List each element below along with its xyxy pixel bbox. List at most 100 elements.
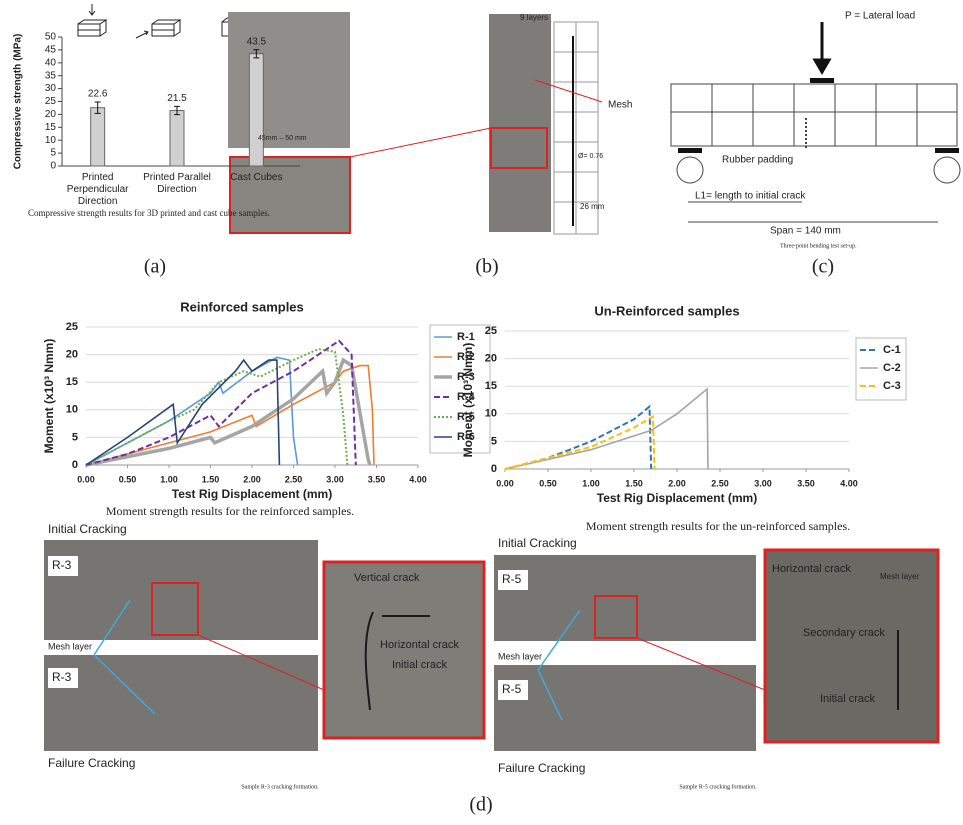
value-label: 43.5 [247,36,267,47]
line-series [86,349,347,465]
y-axis-label: Moment (x10³ Nmm) [42,339,56,454]
y-axis-label: Compressive strength (MPa) [13,34,24,170]
x-tick-label: 1.00 [160,474,178,484]
figure: 05101520253035404550Compressive strength… [0,0,963,825]
x-tick-label: Printed Parallel Direction [135,172,219,196]
bar [91,108,105,166]
label: Mesh layer [498,651,542,661]
chart-title: Reinforced samples [180,299,304,314]
figure-canvas: 05101520253035404550Compressive strength… [0,0,963,825]
photo [489,14,551,232]
label: (b) [475,256,498,278]
value-label: 22.6 [88,89,108,100]
y-tick-label: 50 [45,32,57,43]
y-tick-label: 40 [45,57,57,68]
line-series [505,389,708,469]
y-tick-label: 10 [66,404,78,416]
legend-label: C-3 [883,380,901,392]
label: R-3 [52,558,72,572]
label: Initial crack [820,693,876,705]
label: L1= length to initial crack [695,191,806,202]
x-tick-label: 3.50 [368,474,386,484]
x-tick-label: 2.50 [711,478,729,488]
label: Moment strength results for the un-reinf… [586,519,850,533]
y-tick-label: 15 [45,122,57,133]
x-tick-label: 3.50 [797,478,815,488]
rubber-pad [935,148,959,153]
x-axis-label: Test Rig Displacement (mm) [172,487,332,501]
label: 9 layers [520,13,548,22]
load-arrow [815,22,829,72]
x-tick-label: 4.00 [840,478,858,488]
label: Mesh layer [880,572,919,581]
legend-label: R-1 [457,331,475,343]
y-tick-label: 35 [45,70,57,81]
label: Failure Cracking [498,761,585,775]
label: Three-point bending test set-up. [780,243,857,249]
y-tick-label: 10 [45,135,57,146]
y-tick-label: 5 [491,435,497,447]
y-tick-label: 45 [45,45,57,56]
x-tick-label: 0.00 [496,478,514,488]
label: Mesh layer [48,641,92,651]
label: (d) [469,794,492,816]
label: R-5 [502,572,522,586]
label: Initial crack [392,659,448,671]
label: Secondary crack [803,627,885,639]
y-axis-label: Moment (x10³ Nmm) [461,343,475,458]
label: Initial Cracking [48,522,127,536]
label: Failure Cracking [48,756,135,770]
y-tick-label: 25 [66,321,78,333]
cube-icons [78,4,243,38]
y-tick-label: 20 [45,109,57,120]
y-tick-label: 10 [485,408,497,420]
zoom-photo [230,157,350,233]
line-series [86,360,370,465]
label: Moment strength results for the reinforc… [106,504,354,518]
x-tick-label: 1.50 [202,474,220,484]
label: Sample R-3 cracking formation. [241,783,319,790]
x-tick-label: Printed Perpendicular Direction [56,172,140,208]
label: Rubber padding [722,155,793,166]
legend-label: C-1 [883,344,901,356]
x-tick-label: Cast Cubes [214,172,298,184]
x-tick-label: 3.00 [326,474,344,484]
photo [228,12,350,148]
y-tick-label: 0 [491,463,497,475]
label: 26 mm [580,202,605,211]
bar [170,111,184,166]
y-tick-label: 5 [72,431,78,443]
x-tick-label: 1.50 [625,478,643,488]
legend-label: C-2 [883,362,901,374]
label: P = Lateral load [845,11,915,22]
label: (a) [144,256,166,278]
x-tick-label: 1.00 [582,478,600,488]
x-tick-label: 0.00 [77,474,95,484]
x-axis-label: Test Rig Displacement (mm) [597,491,757,505]
label: Mesh [608,100,632,111]
y-tick-label: 25 [485,325,497,337]
x-tick-label: 4.00 [409,474,427,484]
label: Initial Cracking [498,536,577,550]
y-tick-label: 0 [50,161,56,172]
label: R-3 [52,670,72,684]
y-tick-label: 20 [66,349,78,361]
label: Compressive strength results for 3D prin… [28,208,270,218]
label: Span = 140 mm [770,226,841,237]
y-tick-label: 15 [66,376,78,388]
label: Horizontal crack [772,563,851,575]
x-tick-label: 2.50 [285,474,303,484]
x-tick-label: 3.00 [754,478,772,488]
x-tick-label: 2.00 [668,478,686,488]
x-tick-label: 0.50 [539,478,557,488]
x-tick-label: 0.50 [119,474,137,484]
label: R-5 [502,682,522,696]
line-series [86,341,356,465]
value-label: 21.5 [167,93,187,104]
zoom-link [350,128,491,157]
label: Sample R-5 cracking formation. [679,783,757,790]
label: Vertical crack [354,572,420,584]
y-tick-label: 25 [45,96,57,107]
bar [249,54,263,166]
y-tick-label: 30 [45,83,57,94]
